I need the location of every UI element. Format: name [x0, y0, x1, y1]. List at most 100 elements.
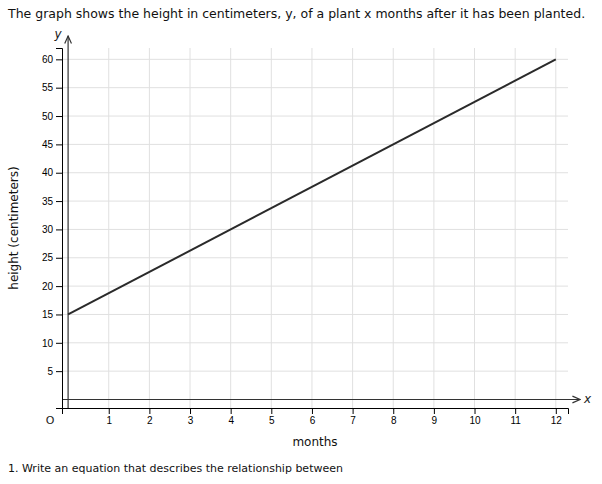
x-tick-label: 7	[350, 415, 356, 426]
y-tick-label: 45	[42, 139, 54, 150]
grid-line-x	[230, 48, 231, 408]
x-tick-label: 11	[510, 415, 521, 426]
y-tick-mark	[56, 371, 62, 372]
y-tick-mark	[56, 229, 62, 230]
x-axis-title: months	[292, 435, 337, 449]
x-tick: 4	[228, 408, 234, 426]
title: The graph shows the height in centimeter…	[7, 6, 585, 21]
grid-line-y	[62, 314, 568, 315]
y-tick-mark	[56, 59, 62, 60]
y-zero-axis	[67, 36, 68, 408]
y-tick: 15	[42, 309, 62, 320]
x-tick-mark	[312, 408, 313, 414]
grid-line-x	[555, 48, 556, 408]
x-tick-mark	[353, 408, 354, 414]
x-tick: 8	[391, 408, 397, 426]
x-tick-mark	[393, 408, 394, 414]
x-tick-mark	[271, 408, 272, 414]
x-tick: 7	[350, 408, 356, 426]
x-tick-mark	[515, 408, 516, 414]
grid-line-y	[62, 144, 568, 145]
y-tick-label: 60	[42, 54, 54, 65]
y-tick-label: 20	[42, 281, 54, 292]
y-tick-mark	[56, 116, 62, 117]
grid-line-y	[62, 342, 568, 343]
grid-line-x	[149, 48, 150, 408]
grid	[62, 48, 568, 408]
y-tick-label: 40	[42, 167, 54, 178]
footer: 1. Write an equation that describes the …	[8, 462, 343, 475]
x-tick-label: 1	[106, 415, 112, 426]
y-tick: 40	[42, 167, 62, 178]
grid-line-x	[190, 48, 191, 408]
x-tick-label: 10	[469, 415, 481, 426]
grid-line-y	[62, 172, 568, 173]
x-tick: 5	[269, 408, 275, 426]
y-axis-line	[56, 49, 63, 409]
grid-line-x	[393, 48, 394, 408]
y-tick: 55	[42, 82, 62, 93]
y-tick: 5	[47, 366, 62, 377]
y-tick-label: 35	[42, 196, 54, 207]
y-tick: 20	[42, 281, 62, 292]
y-axis: 5 10 15 20 25 30 35 40 45 50 55 60	[42, 49, 63, 409]
x-tick: 11	[510, 408, 521, 426]
y-tick-mark	[56, 258, 62, 259]
x-axis-line	[63, 409, 569, 415]
grid-line-y	[62, 87, 568, 88]
y-tick-mark	[56, 314, 62, 315]
x-tick: 2	[147, 408, 153, 426]
chart-svg: 12345678910111251015202530354045505560Th…	[0, 0, 602, 484]
x-tick-label: 12	[551, 415, 563, 426]
grid-line-y	[62, 229, 568, 230]
annotation-y: y	[54, 27, 63, 41]
grid-line-x	[433, 48, 434, 408]
y-tick-label: 30	[42, 224, 54, 235]
y-tick: 50	[42, 111, 62, 122]
y-tick-label: 10	[42, 338, 54, 349]
x-tick-mark	[434, 408, 435, 414]
grid-line-y	[62, 286, 568, 287]
annotation-x: x	[583, 392, 592, 406]
grid-line-x	[108, 48, 109, 408]
x-tick-label: 6	[310, 415, 316, 426]
x-tick-label: 3	[188, 415, 194, 426]
y-tick-mark	[56, 201, 62, 202]
grid-line-x	[352, 48, 353, 408]
x-tick-label: 2	[147, 415, 153, 426]
x-tick: 10	[469, 408, 481, 426]
x-tick-label: 5	[269, 415, 275, 426]
annotation-origin: O	[46, 414, 55, 427]
y-tick-label: 15	[42, 309, 54, 320]
y-tick-mark	[56, 88, 62, 89]
grid-line-y	[62, 201, 568, 202]
x-tick-label: 9	[432, 415, 438, 426]
y-tick-label: 55	[42, 82, 54, 93]
x-axis: 123456789101112	[63, 408, 569, 426]
marks	[68, 59, 556, 314]
grid-line-x	[271, 48, 272, 408]
x-tick-label: 4	[228, 415, 234, 426]
y-tick: 45	[42, 139, 62, 150]
plot-area: 12345678910111251015202530354045505560	[42, 36, 580, 426]
x-tick-mark	[556, 408, 557, 414]
grid-line-y	[62, 257, 568, 258]
x-tick-mark	[109, 408, 110, 414]
grid-line-x	[515, 48, 516, 408]
y-tick-mark	[56, 343, 62, 344]
y-tick-mark	[56, 173, 62, 174]
data-line	[68, 59, 556, 314]
x-tick: 3	[188, 408, 194, 426]
y-tick: 10	[42, 338, 62, 349]
grid-line-y	[62, 116, 568, 117]
y-tick-label: 5	[47, 366, 53, 377]
y-tick-mark	[56, 286, 62, 287]
y-tick-label: 25	[42, 252, 54, 263]
grid-line-x	[311, 48, 312, 408]
y-tick-label: 50	[42, 111, 54, 122]
grid-line-y	[62, 371, 568, 372]
y-axis-title: height (centimeters)	[7, 166, 21, 289]
y-tick: 60	[42, 54, 62, 65]
x-tick-mark	[231, 408, 232, 414]
x-tick: 12	[551, 408, 563, 426]
